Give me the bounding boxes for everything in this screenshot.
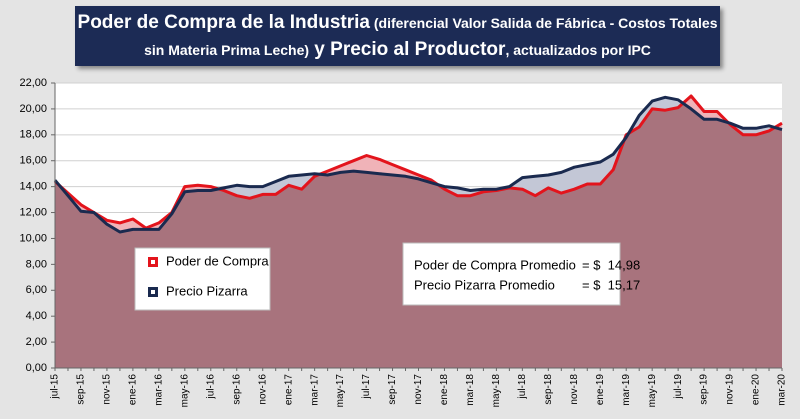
x-tick-label: mar-19: [621, 374, 632, 406]
title-part: Poder de Compra de la Industria: [77, 12, 370, 33]
x-tick-label: mar-16: [153, 374, 164, 406]
x-tick-label: ene-19: [595, 374, 606, 406]
x-tick-label: ene-18: [439, 374, 450, 406]
x-tick-label: mar-18: [465, 374, 476, 406]
y-tick-label: 18,00: [19, 129, 47, 141]
title-part: , actualizados por IPC: [505, 42, 651, 58]
x-tick-label: sep-15: [76, 374, 87, 405]
x-tick-label: mar-17: [309, 374, 320, 406]
x-tick-label: sep-18: [543, 374, 554, 405]
annotation-value: = $ 14,98: [582, 257, 640, 272]
y-tick-label: 0,00: [26, 362, 47, 374]
x-tick-label: nov-15: [102, 374, 113, 405]
x-tick-label: nov-19: [725, 374, 736, 405]
legend-marker-inner: [151, 260, 155, 264]
x-tick-label: may-18: [491, 374, 502, 408]
y-tick-label: 10,00: [19, 232, 47, 244]
x-tick-label: mar-20: [777, 374, 788, 406]
line: [53, 95, 783, 234]
annotation-label: Poder de Compra Promedio: [414, 257, 576, 272]
x-tick-label: nov-17: [413, 374, 424, 405]
annotation-value: = $ 15,17: [582, 277, 640, 292]
x-tick-label: ene-16: [128, 374, 139, 406]
x-tick-label: nov-16: [257, 374, 268, 405]
x-tick-label: may-19: [647, 374, 658, 408]
y-tick-label: 16,00: [19, 155, 47, 167]
legend-marker-inner: [151, 290, 155, 294]
title-part: (diferencial Valor Salida de Fábrica - C…: [369, 15, 718, 31]
x-tick-label: sep-16: [231, 374, 242, 405]
y-tick-label: 12,00: [19, 206, 47, 218]
x-tick-label: jul-18: [517, 374, 528, 400]
annotation-label: Precio Pizarra Promedio: [414, 277, 555, 292]
y-tick-label: 22,00: [19, 77, 47, 89]
y-tick-label: 4,00: [26, 310, 47, 322]
x-tick-label: jul-19: [673, 374, 684, 400]
legend-label: Poder de Compra: [166, 253, 269, 268]
stats-box: [402, 242, 621, 306]
x-tick-label: jul-17: [361, 374, 372, 400]
x-tick-label: ene-17: [283, 374, 294, 406]
y-tick-label: 14,00: [19, 181, 47, 193]
title-part: y Precio al Productor: [309, 39, 506, 60]
y-tick-label: 6,00: [26, 284, 47, 296]
y-tick-label: 2,00: [26, 336, 47, 348]
y-tick-label: 20,00: [19, 103, 47, 115]
x-tick-label: ene-20: [751, 374, 762, 406]
x-tick-label: may-17: [335, 374, 346, 408]
title-part: sin Materia Prima Leche): [144, 42, 310, 58]
x-tick-label: jul-16: [205, 374, 216, 400]
x-tick-label: nov-18: [569, 374, 580, 405]
x-tick-label: sep-19: [699, 374, 710, 405]
chart-title: Poder de Compra de la Industria (diferen…: [75, 6, 720, 66]
x-tick-label: sep-17: [387, 374, 398, 405]
legend-label: Precio Pizarra: [166, 283, 248, 298]
y-tick-label: 8,00: [26, 258, 47, 270]
x-tick-label: jul-15: [50, 374, 61, 400]
x-tick-label: may-16: [179, 374, 190, 408]
